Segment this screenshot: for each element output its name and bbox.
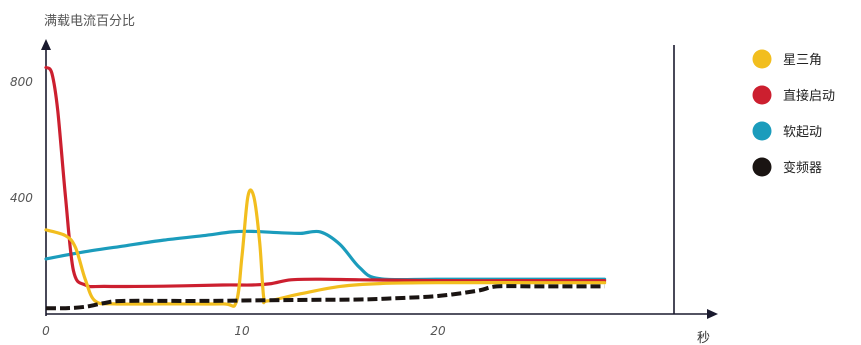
series-line-0	[44, 188, 607, 308]
legend-swatch	[752, 85, 772, 105]
legend-label: 直接启动	[783, 88, 835, 104]
y-axis-label: 满载电流百分比	[44, 14, 135, 29]
series-line-2	[44, 229, 607, 282]
x-tick-label: 10	[234, 324, 250, 338]
y-axis-arrow	[41, 39, 51, 50]
legend-label: 软起动	[783, 125, 822, 140]
series-line-3	[45, 284, 605, 311]
x-axis-arrow	[707, 309, 718, 319]
x-axis-unit: 秒	[697, 331, 710, 345]
legend-swatch	[752, 121, 772, 141]
ticks: 0 10 20 400 800	[10, 75, 446, 338]
legend-label: 变频器	[783, 160, 822, 176]
legend-swatch	[752, 157, 772, 177]
legend-swatch	[752, 49, 772, 69]
y-tick-label: 800	[10, 75, 33, 89]
legend-label: 星三角	[783, 53, 822, 68]
series-line-1	[44, 65, 607, 289]
x-tick-label: 0	[42, 324, 50, 338]
series-group	[44, 65, 607, 311]
axes	[41, 39, 718, 319]
y-tick-label: 400	[10, 191, 33, 205]
x-tick-label: 20	[430, 324, 446, 338]
